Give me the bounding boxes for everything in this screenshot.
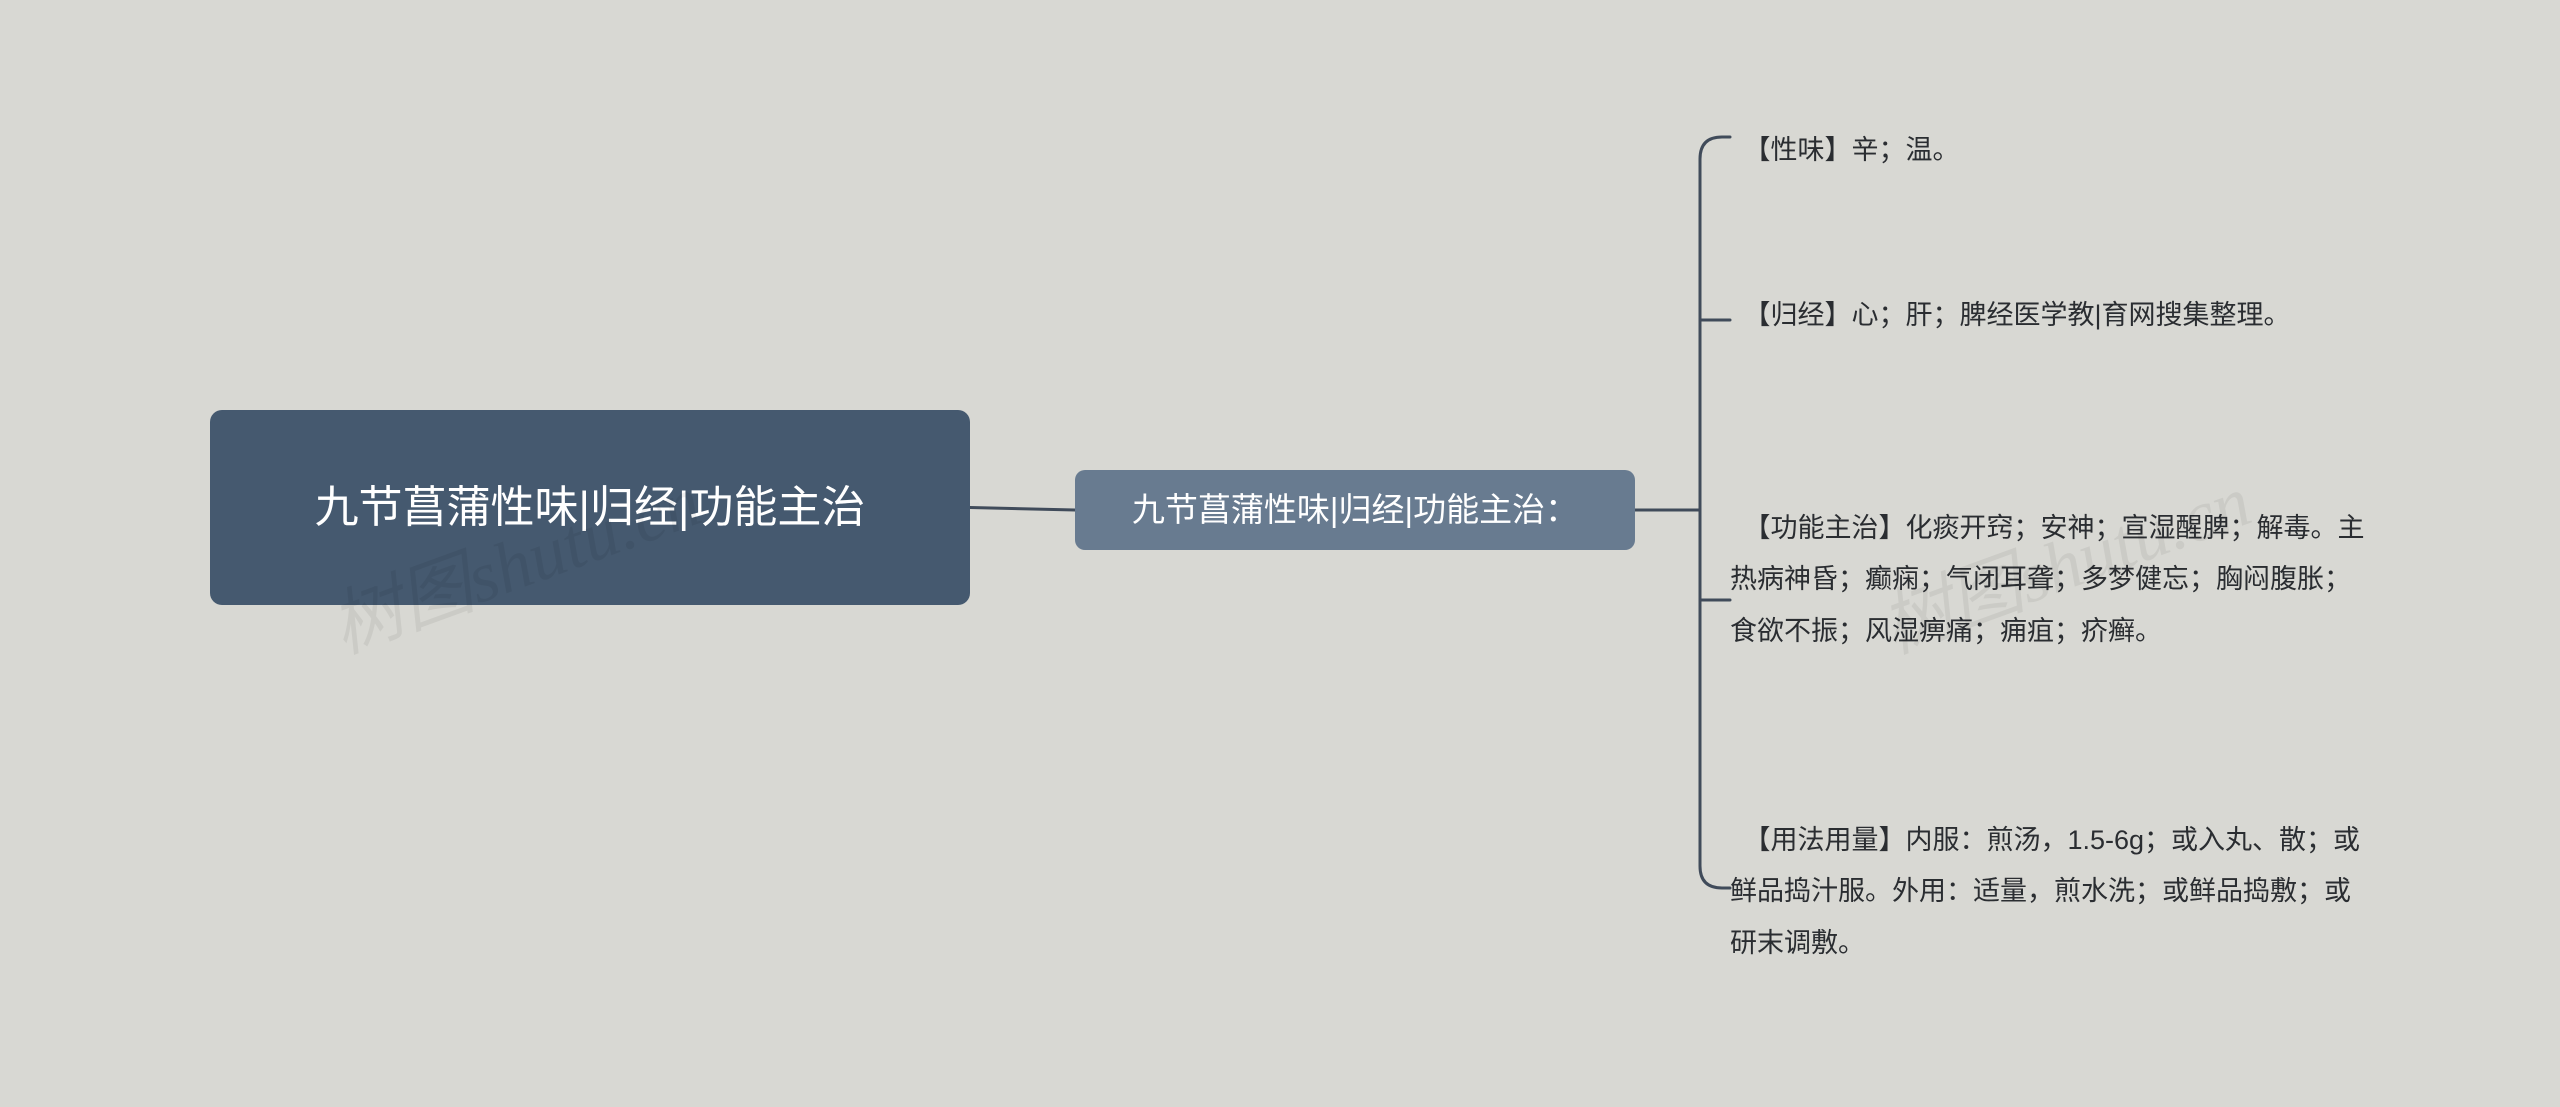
mindmap-leaf-node: 【归经】心；肝；脾经医学教|育网搜集整理。 <box>1730 290 2370 341</box>
mindmap-root-node: 九节菖蒲性味|归经|功能主治 <box>210 410 970 605</box>
mindmap-leaf-node: 【性味】辛；温。 <box>1730 125 2370 176</box>
leaf-node-text: 【用法用量】内服：煎汤，1.5-6g；或入丸、散；或鲜品捣汁服。外用：适量，煎水… <box>1730 825 2360 958</box>
leaf-node-text: 【性味】辛；温。 <box>1730 135 1960 165</box>
mindmap-sub-node: 九节菖蒲性味|归经|功能主治： <box>1075 470 1635 550</box>
leaf-node-text: 【功能主治】化痰开窍；安神；宣湿醒脾；解毒。主热病神昏；癫痫；气闭耳聋；多梦健忘… <box>1730 513 2365 646</box>
root-node-text: 九节菖蒲性味|归经|功能主治 <box>315 475 866 541</box>
mindmap-leaf-node: 【功能主治】化痰开窍；安神；宣湿醒脾；解毒。主热病神昏；癫痫；气闭耳聋；多梦健忘… <box>1730 503 2370 657</box>
mindmap-leaf-node: 【用法用量】内服：煎汤，1.5-6g；或入丸、散；或鲜品捣汁服。外用：适量，煎水… <box>1730 815 2370 969</box>
leaf-node-text: 【归经】心；肝；脾经医学教|育网搜集整理。 <box>1730 300 2291 330</box>
sub-node-text: 九节菖蒲性味|归经|功能主治： <box>1132 487 1578 533</box>
